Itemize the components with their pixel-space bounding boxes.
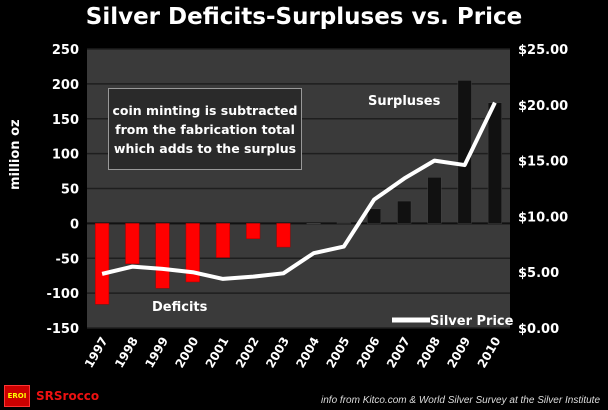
logo: EROI SRSrocco	[4, 385, 99, 407]
y-tick-label: 50	[61, 183, 79, 198]
annotation-box: coin minting is subtracted from the fabr…	[108, 88, 302, 170]
y2-tick-label: $15.00	[518, 155, 568, 170]
bar	[336, 222, 351, 224]
x-tick-label: 2001	[203, 335, 232, 371]
y2-tick-label: $5.00	[518, 266, 559, 281]
x-tick-label: 2008	[414, 335, 443, 371]
note-line: coin minting is subtracted	[112, 102, 298, 118]
chart-title: Silver Deficits-Surpluses vs. Price	[85, 4, 523, 30]
x-tick-label: 1997	[82, 335, 111, 371]
bar	[487, 102, 502, 224]
y-tick-label: 200	[52, 78, 79, 93]
y2-tick-label: $10.00	[518, 210, 568, 225]
y-tick-label: -150	[46, 322, 79, 337]
x-tick-label: 2003	[263, 335, 292, 371]
y-tick-label: -100	[46, 287, 79, 302]
bar	[215, 223, 231, 258]
x-tick-label: 2004	[293, 335, 322, 371]
note-line: which adds to the surplus	[113, 140, 297, 156]
bar	[366, 208, 382, 224]
y-tick-label: 150	[52, 113, 79, 128]
legend-label: Silver Price	[430, 314, 514, 329]
source-note: info from Kitco.com & World Silver Surve…	[321, 395, 600, 406]
x-tick-label: 1998	[112, 335, 141, 371]
bar	[427, 177, 442, 224]
bar	[276, 223, 291, 248]
deficits-label: Deficits	[152, 300, 208, 315]
bar	[95, 223, 110, 305]
bar	[185, 223, 200, 283]
x-tick-label: 2006	[354, 335, 383, 371]
bar	[397, 200, 412, 224]
x-tick-label: 2007	[384, 335, 413, 371]
x-tick-label: 1999	[142, 335, 171, 371]
logo-box: EROI	[4, 385, 30, 407]
y2-tick-label: $20.00	[518, 99, 568, 114]
note-line: from the fabrication total	[115, 121, 295, 137]
x-tick-label: 2000	[173, 335, 202, 371]
y2-tick-label: $25.00	[518, 43, 568, 58]
y2-tick-label: $0.00	[518, 322, 559, 337]
y-tick-label: 100	[52, 148, 79, 163]
bar	[155, 223, 170, 289]
x-tick-label: 2002	[233, 335, 262, 371]
x-tick-label: 2009	[444, 335, 473, 371]
logo-text: SRSrocco	[36, 389, 100, 403]
bar	[125, 223, 140, 265]
surpluses-label: Surpluses	[368, 94, 441, 109]
bar	[246, 223, 261, 239]
y-tick-label: 0	[70, 217, 79, 232]
x-tick-label: 2010	[475, 335, 504, 371]
y-tick-label: -50	[56, 252, 80, 267]
y-tick-label: 250	[52, 43, 79, 58]
bar	[306, 223, 321, 225]
price-line	[101, 101, 497, 281]
y-axis-label: million oz	[8, 119, 23, 190]
x-tick-label: 2005	[324, 335, 353, 371]
